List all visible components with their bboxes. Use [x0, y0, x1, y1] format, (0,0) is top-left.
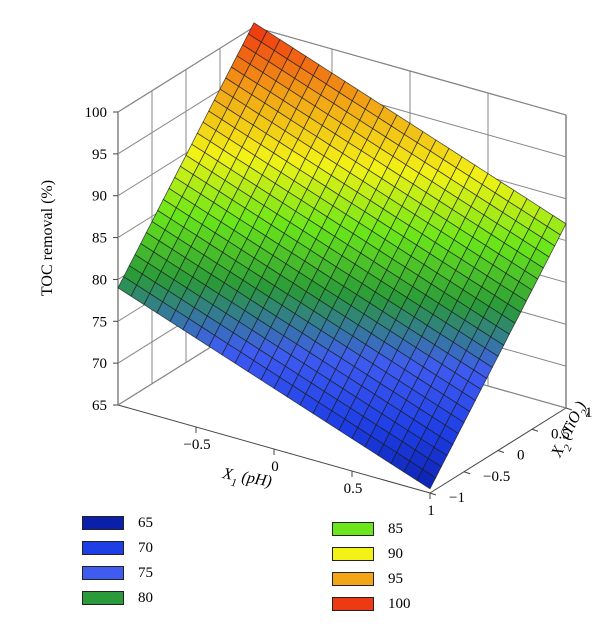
z-tick-label: 100	[85, 105, 108, 121]
legend-item: 80	[82, 589, 153, 607]
legend-item: 70	[82, 539, 153, 557]
tick-mark	[531, 428, 539, 432]
response-surface	[117, 22, 567, 490]
legend-item: 85	[332, 520, 403, 538]
x-axis-label: X1 (pH)	[219, 465, 273, 495]
x-tick-label: 0.5	[344, 481, 363, 497]
legend-item: 65	[82, 514, 153, 532]
legend-swatch	[332, 547, 374, 561]
tick-mark	[429, 492, 437, 496]
y-tick-label: 1	[585, 405, 593, 421]
legend-item: 100	[332, 595, 411, 613]
x-tick-label: −0.5	[183, 437, 210, 453]
z-tick-label: 70	[92, 356, 107, 372]
legend-swatch	[82, 541, 124, 555]
legend-label: 65	[138, 514, 153, 531]
x-axis-label-main: X	[220, 465, 235, 484]
x-tick-label: 0	[271, 459, 279, 475]
legend-label: 90	[388, 545, 403, 562]
z-tick-label: 85	[92, 231, 107, 247]
legend-item: 75	[82, 564, 153, 582]
z-tick-label: 65	[92, 398, 107, 414]
legend-label: 70	[138, 539, 153, 556]
legend: 65 70 75 80 85 90 95 100	[0, 510, 600, 625]
z-tick-label: 90	[92, 189, 107, 205]
y-tick-label: 0	[517, 448, 525, 464]
z-tick-label: 75	[92, 314, 107, 330]
x-axis-label-suffix: (pH)	[236, 468, 273, 491]
legend-swatch	[82, 566, 124, 580]
y-tick-label: −0.5	[483, 469, 510, 485]
x-axis-label-sub: 1	[230, 477, 238, 490]
x-tick-label: 1	[427, 503, 435, 519]
legend-label: 75	[138, 564, 153, 581]
legend-swatch	[82, 516, 124, 530]
legend-swatch	[332, 522, 374, 536]
legend-label: 95	[388, 570, 403, 587]
z-axis-label: TOC removal (%)	[39, 180, 56, 296]
legend-swatch	[332, 597, 374, 611]
legend-label: 100	[388, 595, 411, 612]
tick-mark	[565, 407, 573, 411]
legend-swatch	[82, 591, 124, 605]
surface-patch	[416, 468, 437, 490]
z-tick-label: 80	[92, 272, 107, 288]
y-tick-label: 0.5	[551, 426, 570, 442]
tick-mark	[497, 450, 505, 453]
y-axis-label-sub: 2	[562, 443, 575, 454]
legend-item: 90	[332, 545, 403, 563]
z-tick-label: 95	[92, 147, 107, 163]
tick-mark	[463, 471, 471, 475]
y-axis-label-sub2: 2	[579, 408, 592, 419]
legend-swatch	[332, 572, 374, 586]
legend-label: 85	[388, 520, 403, 537]
legend-label: 80	[138, 589, 153, 606]
tick-labels: 65 70 75 80 85 90 95 100 −0.5 0 0.5 1 −1 −0.5 0 0.5 1	[85, 105, 593, 519]
y-tick-label: −1	[449, 490, 465, 506]
legend-item: 95	[332, 570, 403, 588]
